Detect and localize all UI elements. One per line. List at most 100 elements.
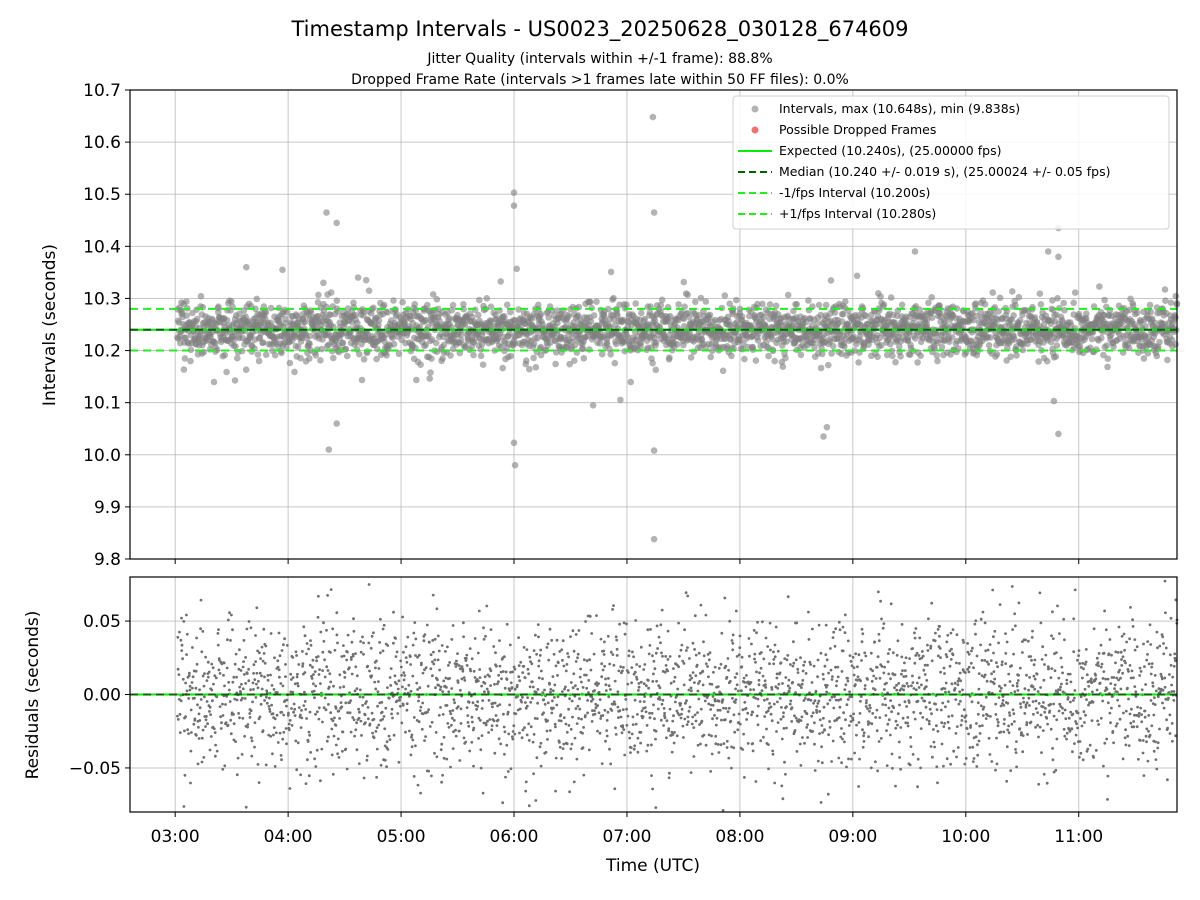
- residual-point: [672, 741, 676, 745]
- residual-point: [280, 710, 284, 714]
- residual-point: [636, 736, 640, 740]
- interval-point: [1019, 346, 1026, 354]
- interval-point: [532, 364, 540, 371]
- residual-point: [641, 715, 645, 719]
- residual-point: [483, 690, 486, 694]
- residual-point: [381, 627, 385, 631]
- interval-point: [841, 343, 848, 350]
- residual-point: [719, 743, 723, 747]
- residual-point: [771, 749, 775, 753]
- residual-point: [403, 674, 407, 677]
- residual-point: [314, 712, 317, 716]
- residual-point: [649, 628, 652, 631]
- residual-point: [267, 705, 271, 708]
- residual-point: [693, 713, 697, 717]
- residual-point: [703, 699, 707, 703]
- residual-point: [268, 710, 272, 713]
- residual-point: [275, 713, 279, 717]
- interval-point: [271, 351, 279, 359]
- residual-point: [826, 792, 830, 796]
- residual-point: [544, 750, 548, 754]
- residual-point: [729, 719, 733, 723]
- interval-point: [433, 296, 441, 303]
- residual-point: [444, 650, 447, 653]
- residual-point: [441, 713, 445, 716]
- interval-point: [624, 334, 632, 341]
- residual-point: [608, 662, 612, 666]
- interval-point: [760, 313, 768, 321]
- residual-point: [293, 714, 297, 717]
- residual-point: [476, 700, 479, 704]
- residual-point: [296, 684, 300, 688]
- residual-point: [510, 735, 514, 739]
- residual-point: [246, 725, 250, 729]
- residual-point: [652, 659, 656, 663]
- residual-point: [760, 689, 764, 692]
- residual-point: [833, 695, 836, 699]
- residual-point: [602, 653, 606, 656]
- residual-point: [313, 696, 316, 700]
- residual-point: [767, 743, 770, 746]
- residual-point: [202, 684, 206, 688]
- residual-point: [295, 675, 299, 679]
- residual-point: [548, 729, 552, 732]
- residual-point: [506, 710, 510, 714]
- interval-outlier-point: [650, 447, 658, 454]
- residual-point: [329, 680, 333, 684]
- residual-point: [655, 679, 658, 683]
- residual-point: [387, 696, 391, 700]
- interval-point: [1043, 357, 1051, 365]
- residual-point: [604, 689, 608, 692]
- residual-point: [459, 688, 462, 692]
- residual-point: [576, 687, 580, 691]
- residual-point: [265, 701, 269, 705]
- residual-point: [711, 717, 714, 721]
- residual-point: [296, 672, 299, 676]
- residual-point: [388, 676, 392, 679]
- residual-point: [203, 672, 206, 675]
- interval-point: [1010, 312, 1017, 319]
- residual-point: [207, 670, 211, 674]
- interval-point: [253, 295, 261, 303]
- residual-point: [396, 687, 400, 691]
- interval-point: [373, 355, 380, 363]
- residual-point: [695, 663, 699, 667]
- interval-point: [838, 318, 846, 325]
- residual-point: [818, 710, 822, 713]
- residual-point: [685, 699, 688, 703]
- residual-point: [342, 644, 345, 647]
- residual-point: [258, 715, 262, 719]
- residual-point: [394, 637, 397, 640]
- residual-point: [827, 671, 830, 675]
- residual-point: [721, 809, 725, 812]
- residual-point: [480, 707, 484, 710]
- residual-point: [226, 638, 229, 642]
- residual-point: [500, 677, 503, 681]
- residual-point: [796, 667, 800, 671]
- interval-point: [306, 355, 313, 362]
- residual-point: [214, 754, 217, 758]
- residual-point: [342, 654, 346, 658]
- residual-point: [253, 745, 256, 749]
- residual-point: [355, 748, 359, 752]
- residual-point: [325, 628, 328, 632]
- interval-point: [829, 342, 837, 350]
- residual-point: [176, 635, 180, 639]
- residual-point: [820, 761, 824, 765]
- residual-point: [348, 691, 351, 695]
- residual-point: [722, 706, 725, 710]
- residual-point: [636, 713, 639, 716]
- residual-point: [542, 711, 545, 715]
- residual-point: [464, 740, 468, 744]
- residual-point: [774, 685, 778, 689]
- residual-point: [799, 719, 803, 722]
- residual-point: [344, 701, 348, 705]
- residual-point: [288, 787, 292, 790]
- residual-point: [487, 699, 491, 702]
- residual-point: [252, 663, 256, 667]
- residual-point: [709, 708, 713, 711]
- residual-point: [715, 716, 719, 720]
- residual-point: [263, 675, 266, 679]
- residual-point: [697, 651, 701, 655]
- residual-point: [239, 691, 243, 694]
